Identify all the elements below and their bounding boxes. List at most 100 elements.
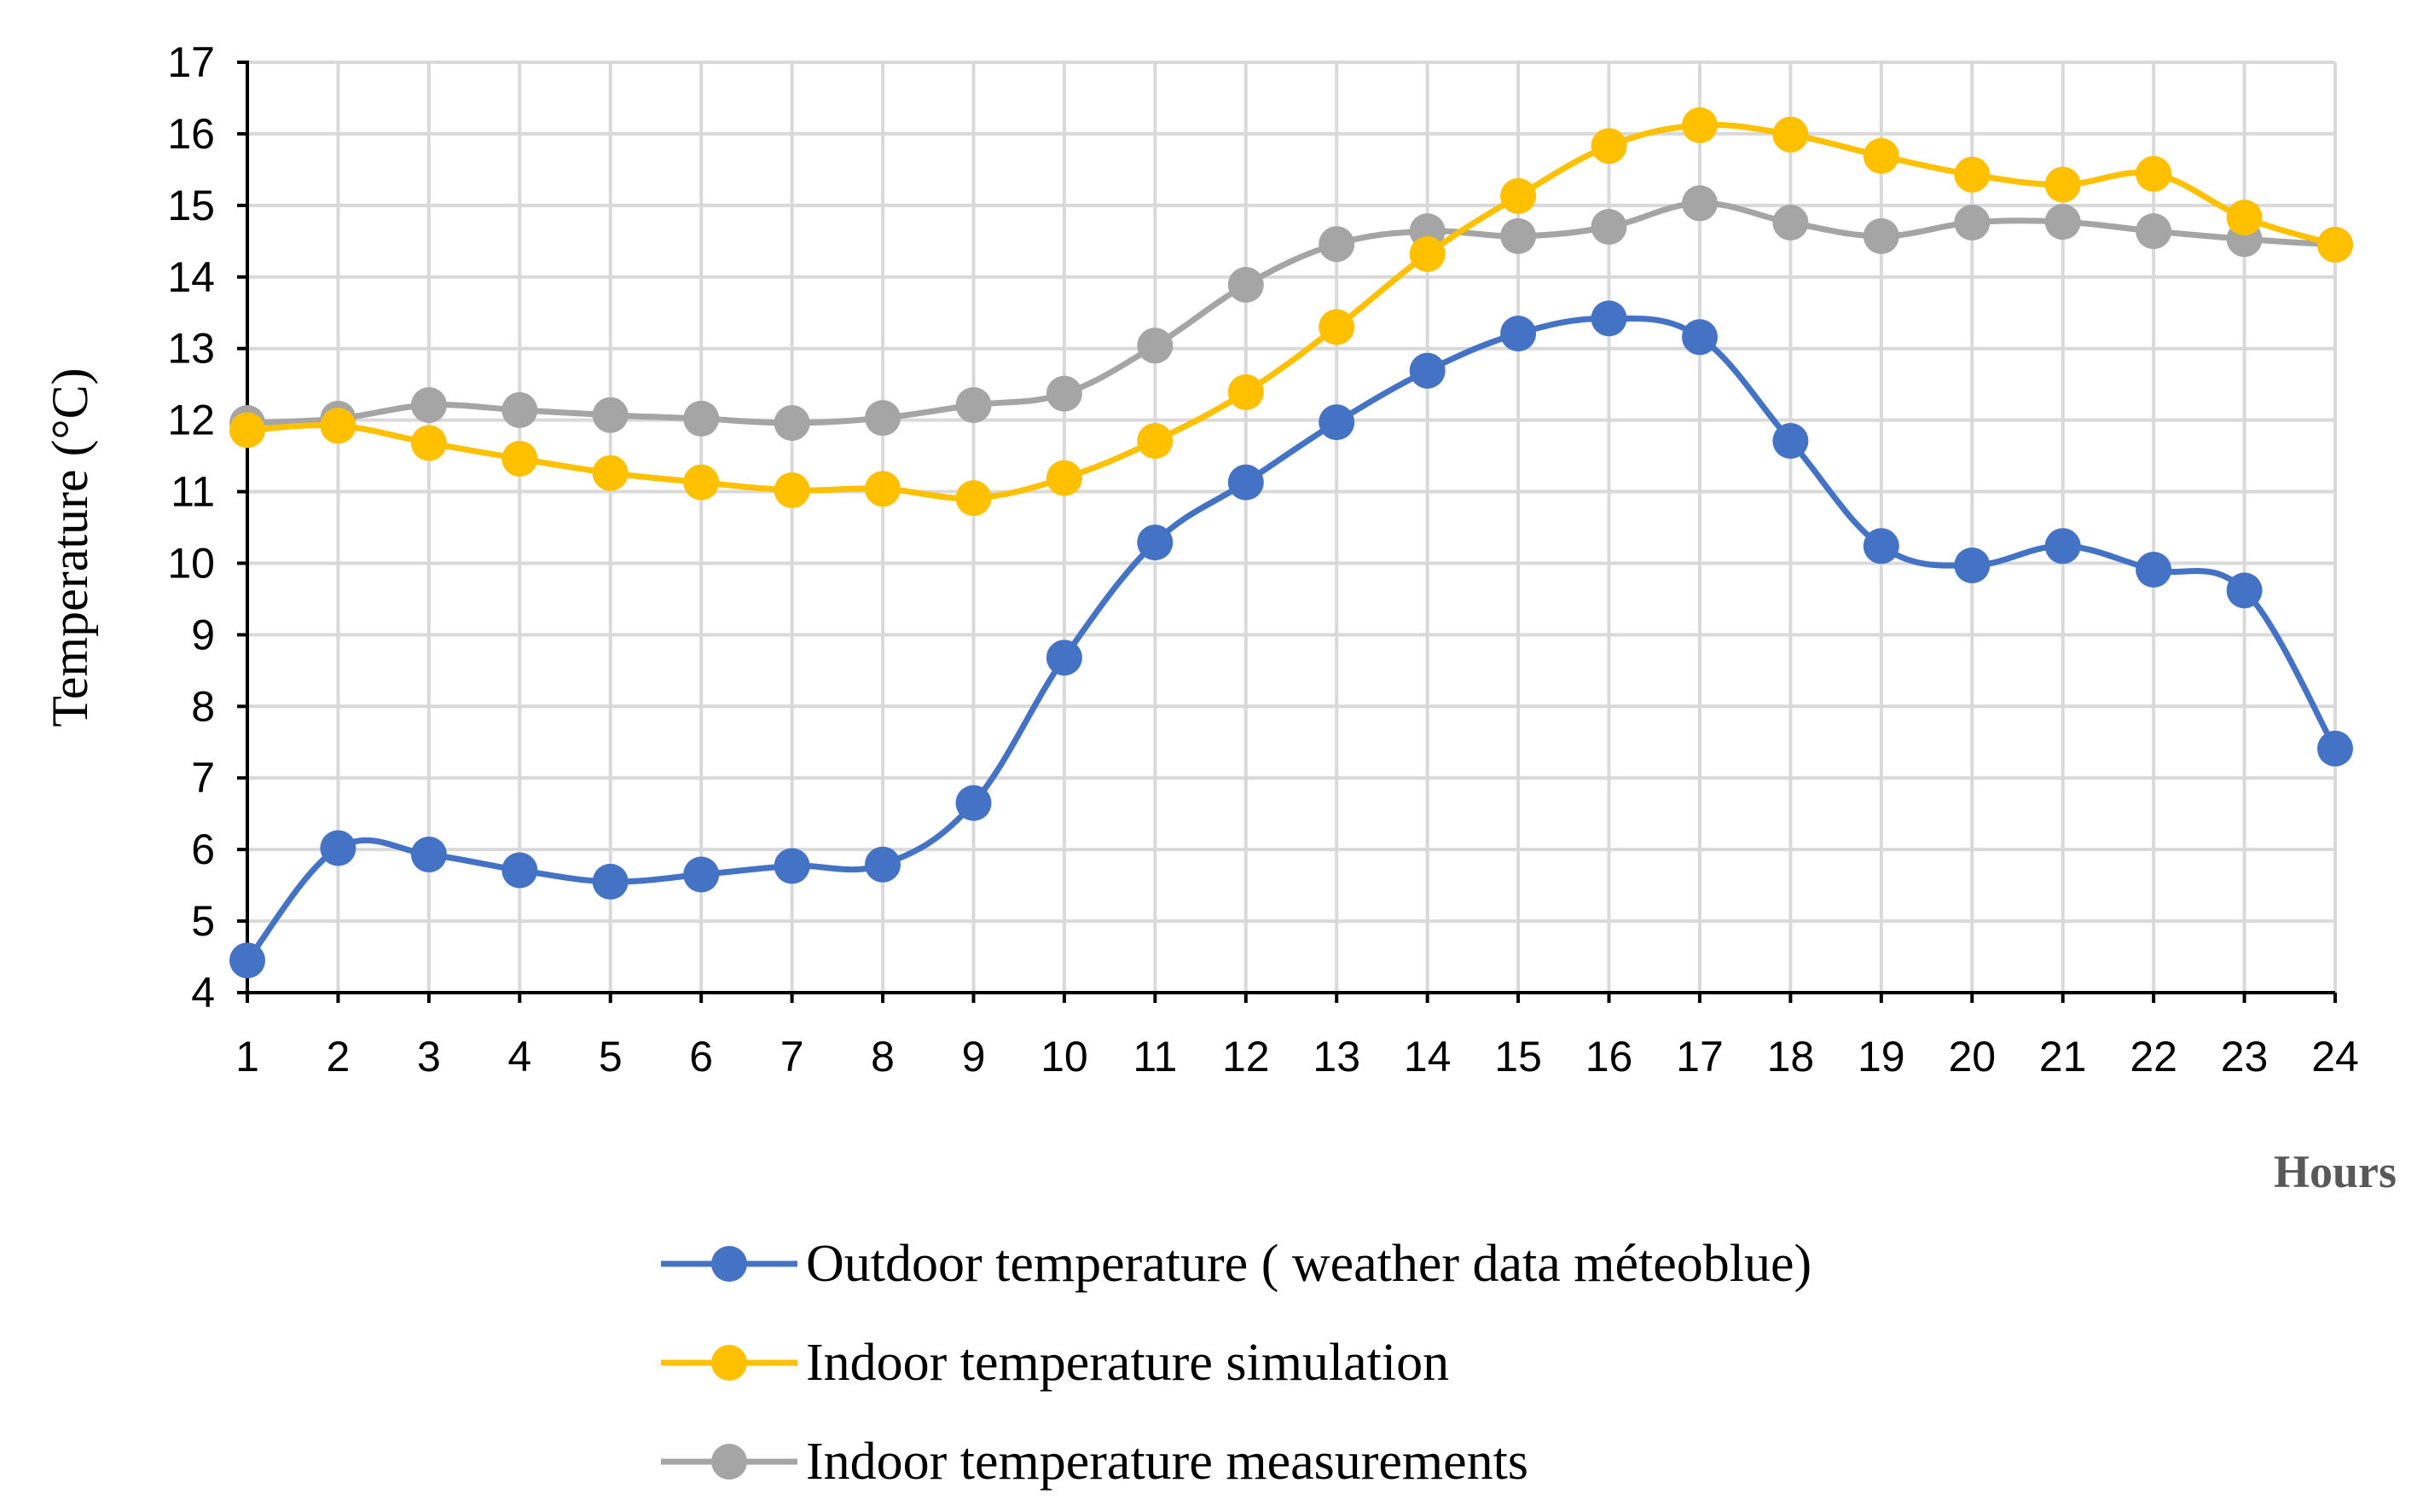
data-point (1682, 319, 1718, 356)
data-point (1772, 205, 1809, 240)
legend-marker (711, 1246, 747, 1282)
legend-marker (711, 1444, 747, 1480)
data-point (2044, 528, 2081, 565)
x-tick-label: 21 (2039, 1033, 2087, 1080)
series-line (244, 200, 2339, 426)
data-point (2136, 155, 2172, 192)
series-2 (229, 107, 2353, 517)
data-point (1137, 524, 1174, 561)
data-point (1319, 404, 1355, 441)
data-point (2136, 213, 2172, 250)
series-line (244, 121, 2339, 501)
y-tick-label: 16 (167, 110, 215, 158)
data-point (2044, 166, 2081, 203)
data-point (2317, 730, 2353, 767)
data-point (1137, 327, 1174, 364)
data-point (1591, 128, 1627, 165)
data-point (320, 830, 356, 866)
x-tick-label: 19 (1858, 1033, 1905, 1080)
y-tick-label: 7 (191, 754, 215, 802)
y-tick-label: 5 (191, 897, 215, 945)
series-3 (229, 185, 2353, 441)
x-tick-label: 9 (962, 1033, 986, 1080)
data-point (1954, 205, 1991, 240)
data-point (1591, 209, 1627, 245)
legend-item: Indoor temperature simulation (661, 1334, 1449, 1392)
data-point (1409, 352, 1446, 389)
x-tick-label: 6 (689, 1033, 713, 1080)
x-tick-label: 14 (1404, 1033, 1452, 1080)
y-tick-label: 17 (167, 38, 215, 86)
x-tick-label: 13 (1313, 1033, 1360, 1080)
data-point (955, 480, 992, 517)
series-lines (229, 107, 2353, 979)
data-point (592, 455, 629, 491)
data-point (1954, 547, 1991, 583)
x-tick-label: 1 (235, 1033, 259, 1080)
legend-item: Outdoor temperature ( weather data méteo… (661, 1235, 1811, 1293)
data-point (320, 408, 356, 444)
x-axis-title: Hours (2274, 1146, 2397, 1197)
data-point (501, 440, 538, 477)
data-point (683, 400, 720, 437)
y-tick-label: 8 (191, 682, 215, 730)
data-point (1319, 226, 1355, 263)
data-point (1227, 267, 1264, 303)
data-point (1954, 156, 1991, 193)
data-point (1863, 137, 1899, 174)
x-tick-label: 22 (2130, 1033, 2177, 1080)
data-point (1046, 375, 1082, 412)
data-point (1682, 107, 1718, 143)
data-point (1863, 528, 1899, 565)
x-tick-label: 7 (780, 1033, 804, 1080)
legend-label: Indoor temperature measurements (806, 1433, 1528, 1491)
legend-marker (711, 1345, 747, 1381)
data-point (865, 846, 901, 883)
data-point (2226, 572, 2263, 609)
data-point (2136, 552, 2172, 588)
data-point (410, 387, 447, 423)
x-tick-label: 3 (417, 1033, 441, 1080)
data-point (774, 472, 810, 508)
data-point (1682, 185, 1718, 222)
y-tick-label: 9 (191, 611, 215, 658)
data-point (955, 785, 992, 821)
data-point (501, 391, 538, 428)
x-tick-label: 8 (871, 1033, 895, 1080)
legend: Outdoor temperature ( weather data méteo… (661, 1235, 1811, 1491)
x-tick-label: 5 (599, 1033, 623, 1080)
x-tick-label: 2 (327, 1033, 351, 1080)
data-point (1591, 300, 1627, 337)
grid (247, 61, 2337, 993)
data-point (1500, 316, 1537, 352)
data-point (1863, 217, 1899, 254)
legend-item: Indoor temperature measurements (661, 1433, 1528, 1491)
data-point (2317, 227, 2353, 263)
data-point (2226, 200, 2263, 236)
data-point (865, 400, 901, 437)
data-point (1137, 423, 1174, 459)
data-point (410, 837, 447, 872)
x-tick-label: 23 (2221, 1033, 2269, 1080)
data-point (229, 942, 265, 979)
y-tick-label: 11 (171, 468, 215, 516)
data-point (1046, 640, 1082, 676)
data-point (774, 405, 810, 441)
y-tick-label: 14 (167, 253, 215, 301)
y-tick-label: 4 (191, 969, 215, 1017)
data-point (1319, 309, 1355, 345)
data-point (683, 856, 720, 893)
y-tick-label: 13 (167, 325, 215, 373)
legend-label: Outdoor temperature ( weather data méteo… (806, 1235, 1811, 1293)
x-tick-label: 18 (1767, 1033, 1815, 1080)
y-tick-label: 10 (167, 539, 215, 587)
x-tick-label: 20 (1948, 1033, 1996, 1080)
data-point (2044, 204, 2081, 240)
x-tick-label: 16 (1585, 1033, 1633, 1080)
data-point (1046, 460, 1082, 496)
data-point (774, 848, 810, 884)
data-point (501, 852, 538, 889)
x-tick-label: 10 (1040, 1033, 1088, 1080)
